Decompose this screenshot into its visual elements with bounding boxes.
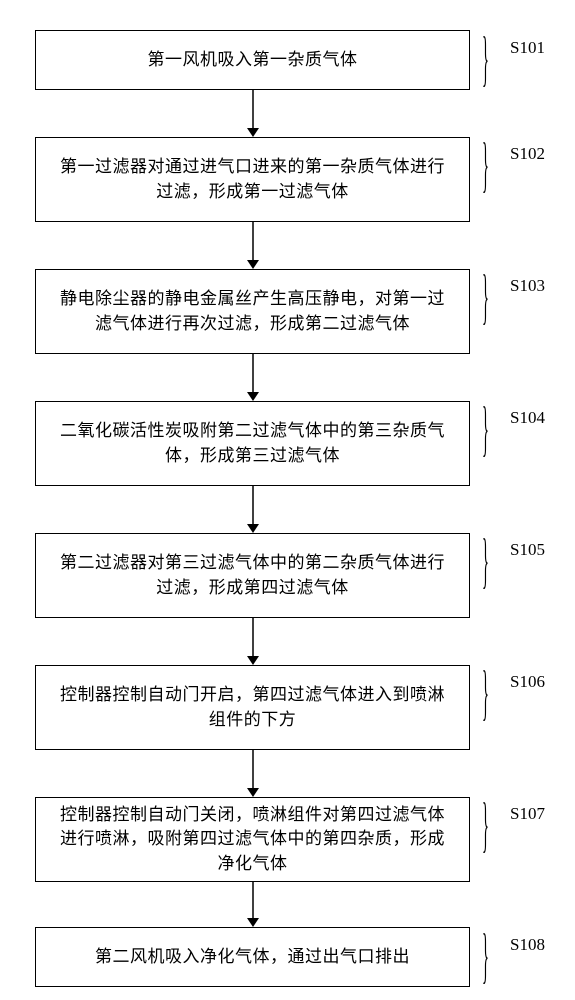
flow-arrow bbox=[246, 354, 260, 401]
step-box: 第一风机吸入第一杂质气体 bbox=[35, 30, 470, 90]
step-label: S102 bbox=[510, 144, 545, 164]
flowchart-canvas: 第一风机吸入第一杂质气体 } S101 第一过滤器对通过进气口进来的第一杂质气体… bbox=[0, 0, 575, 1000]
step-text: 第二风机吸入净化气体，通过出气口排出 bbox=[54, 945, 451, 970]
step-label: S104 bbox=[510, 408, 545, 428]
flow-arrow bbox=[246, 750, 260, 797]
step-box: 控制器控制自动门开启，第四过滤气体进入到喷淋组件的下方 bbox=[35, 665, 470, 750]
flow-arrow bbox=[246, 486, 260, 533]
step-text: 第二过滤器对第三过滤气体中的第二杂质气体进行过滤，形成第四过滤气体 bbox=[54, 551, 451, 600]
step-box: 第二过滤器对第三过滤气体中的第二杂质气体进行过滤，形成第四过滤气体 bbox=[35, 533, 470, 618]
step-text: 二氧化碳活性炭吸附第二过滤气体中的第三杂质气体，形成第三过滤气体 bbox=[54, 419, 451, 468]
step-label: S101 bbox=[510, 38, 545, 58]
step-label: S103 bbox=[510, 276, 545, 296]
flow-arrow bbox=[246, 90, 260, 137]
step-box: 静电除尘器的静电金属丝产生高压静电，对第一过滤气体进行再次过滤，形成第二过滤气体 bbox=[35, 269, 470, 354]
step-text: 第一过滤器对通过进气口进来的第一杂质气体进行过滤，形成第一过滤气体 bbox=[54, 155, 451, 204]
step-box: 第一过滤器对通过进气口进来的第一杂质气体进行过滤，形成第一过滤气体 bbox=[35, 137, 470, 222]
step-label: S107 bbox=[510, 804, 545, 824]
flow-arrow bbox=[246, 882, 260, 927]
step-label: S105 bbox=[510, 540, 545, 560]
flow-arrow bbox=[246, 618, 260, 665]
step-text: 控制器控制自动门关闭，喷淋组件对第四过滤气体进行喷淋，吸附第四过滤气体中的第四杂… bbox=[54, 803, 451, 877]
step-box: 二氧化碳活性炭吸附第二过滤气体中的第三杂质气体，形成第三过滤气体 bbox=[35, 401, 470, 486]
step-text: 第一风机吸入第一杂质气体 bbox=[54, 48, 451, 73]
step-text: 静电除尘器的静电金属丝产生高压静电，对第一过滤气体进行再次过滤，形成第二过滤气体 bbox=[54, 287, 451, 336]
step-label: S106 bbox=[510, 672, 545, 692]
step-text: 控制器控制自动门开启，第四过滤气体进入到喷淋组件的下方 bbox=[54, 683, 451, 732]
step-label: S108 bbox=[510, 935, 545, 955]
step-box: 第二风机吸入净化气体，通过出气口排出 bbox=[35, 927, 470, 987]
step-box: 控制器控制自动门关闭，喷淋组件对第四过滤气体进行喷淋，吸附第四过滤气体中的第四杂… bbox=[35, 797, 470, 882]
flow-arrow bbox=[246, 222, 260, 269]
